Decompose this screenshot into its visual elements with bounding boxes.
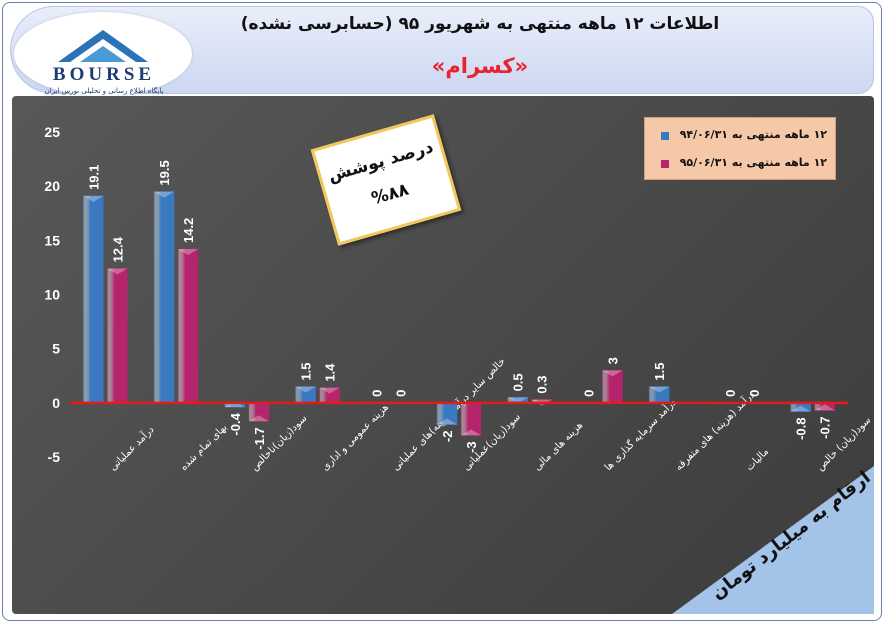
bar-cap-1-3 xyxy=(295,386,316,393)
bar-cap-1-5 xyxy=(437,418,457,425)
bar-cap-2-10 xyxy=(814,404,835,411)
y-tick-label: 0 xyxy=(52,395,60,411)
data-label-1-10: -0.8 xyxy=(794,418,809,440)
y-tick-label: 20 xyxy=(44,178,60,194)
legend-item-series1: ۱۲ ماهه منتهی به ۹۴/۰۶/۳۱ xyxy=(680,128,827,144)
data-label-2-3: 1.4 xyxy=(323,363,338,382)
bar-cap-2-3 xyxy=(319,387,340,394)
logo-mark-icon xyxy=(58,30,148,62)
data-label-1-0: 19.1 xyxy=(86,165,101,190)
bar-cap-1-2 xyxy=(224,401,245,408)
bar-cap-1-8 xyxy=(649,386,670,393)
y-tick-label: 15 xyxy=(44,232,60,248)
data-label-2-0: 12.4 xyxy=(110,236,125,262)
y-tick-label: 10 xyxy=(44,287,60,303)
legend-label-series2: ۱۲ ماهه منتهی به ۹۵/۰۶/۳۱ xyxy=(679,156,827,169)
unit-ribbon xyxy=(672,466,874,614)
bar-cap-1-1 xyxy=(154,191,175,198)
data-label-1-3: 1.5 xyxy=(299,363,314,381)
logo-wordmark: BOURSE xyxy=(52,64,156,85)
bar-cap-1-10 xyxy=(790,405,811,412)
legend-swatch-series2 xyxy=(661,160,669,168)
data-label-1-1: 19.5 xyxy=(157,160,172,185)
bar-cap-2-1 xyxy=(178,249,199,255)
bar-cap-2-7 xyxy=(602,370,623,377)
y-tick-label: -5 xyxy=(48,449,61,465)
data-label-1-5: -2 xyxy=(440,431,455,443)
bar-cap-2-5 xyxy=(461,429,481,436)
bar-cap-1-6 xyxy=(507,397,528,404)
data-label-2-6: 0.3 xyxy=(535,376,550,394)
data-label-2-9: 0 xyxy=(747,390,762,397)
data-label-1-4: 0 xyxy=(369,390,384,397)
legend-label-series1: ۱۲ ماهه منتهی به ۹۴/۰۶/۳۱ xyxy=(679,128,827,141)
data-label-2-2: -1.7 xyxy=(252,427,267,449)
company-name: «کسرام» xyxy=(431,54,529,78)
data-label-1-7: 0 xyxy=(581,390,596,397)
chart-area: -5 0 5 10 15 20 25 19.1 12.4 درآمد عملیاتی 19.5 14.… xyxy=(12,96,874,614)
data-label-1-2: -0.4 xyxy=(228,412,243,435)
data-label-2-4: 0 xyxy=(393,390,408,397)
legend-item-series2: ۱۲ ماهه منتهی به ۹۵/۰۶/۳۱ xyxy=(680,156,827,172)
data-label-2-5: -3 xyxy=(464,441,479,453)
data-label-1-9: 0 xyxy=(723,390,738,397)
bourse24-logo: BOURSE پایگاه اطلاع رسانی و تحلیلی بورس … xyxy=(14,12,192,96)
bar-cap-2-0 xyxy=(107,268,128,275)
bar-cap-1-0 xyxy=(83,195,104,202)
data-label-2-1: 14.2 xyxy=(181,218,196,243)
data-label-2-7: 3 xyxy=(605,357,620,364)
legend-swatch-series1 xyxy=(661,132,669,140)
y-tick-label: 25 xyxy=(44,124,60,140)
data-label-1-6: 0.5 xyxy=(511,373,526,391)
data-label-2-10: -0.7 xyxy=(818,416,833,438)
bar-cap-2-2 xyxy=(248,415,269,422)
page-title: اطلاعات ۱۲ ماهه منتهی به شهریور ۹۵ (حساب… xyxy=(240,14,720,34)
chart-legend: ۱۲ ماهه منتهی به ۹۴/۰۶/۳۱ ۱۲ ماهه منتهی … xyxy=(644,117,836,180)
logo-tagline: پایگاه اطلاع رسانی و تحلیلی بورس ایران xyxy=(44,87,164,95)
y-tick-label: 5 xyxy=(52,341,60,357)
data-label-1-8: 1.5 xyxy=(652,363,667,381)
